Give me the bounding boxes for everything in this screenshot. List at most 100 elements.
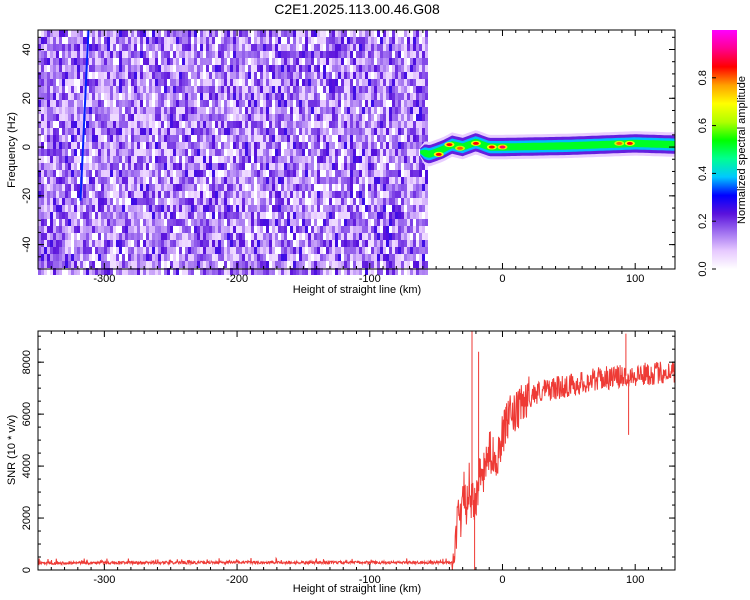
spectrogram-cell: [374, 44, 377, 51]
spectrogram-cell: [290, 240, 293, 247]
spectrogram-cell: [296, 72, 299, 79]
spectrogram-cell: [104, 128, 107, 135]
spectrogram-cell: [83, 86, 86, 93]
spectrogram-cell: [398, 212, 401, 219]
spectrogram-cell: [47, 79, 50, 86]
spectrogram-cell: [209, 163, 212, 170]
spectrogram-cell: [95, 156, 98, 163]
spectrogram-cell: [95, 100, 98, 107]
spectrogram-cell: [371, 142, 374, 149]
spectrogram-cell: [56, 212, 59, 219]
spectrogram-cell: [227, 184, 230, 191]
spectrogram-cell: [305, 107, 308, 114]
spectrogram-cell: [182, 205, 185, 212]
spectrogram-cell: [398, 247, 401, 254]
spectrogram-cell: [122, 184, 125, 191]
spectrogram-cell: [233, 121, 236, 128]
spectrogram-cell: [188, 184, 191, 191]
spectrogram-cell: [140, 156, 143, 163]
spectrogram-cell: [92, 163, 95, 170]
spectrogram-cell: [149, 170, 152, 177]
spectrogram-cell: [92, 268, 95, 275]
spectrogram-cell: [248, 254, 251, 261]
spectrogram-cell: [38, 44, 41, 51]
spectrogram-cell: [311, 170, 314, 177]
spectrogram-cell: [194, 184, 197, 191]
spectrogram-cell: [50, 44, 53, 51]
spectrogram-cell: [41, 261, 44, 268]
spectrogram-cell: [416, 37, 419, 44]
spectrogram-cell: [146, 226, 149, 233]
spectrogram-cell: [137, 198, 140, 205]
spectrogram-cell: [371, 128, 374, 135]
spectrogram-cell: [371, 261, 374, 268]
spectrogram-cell: [272, 93, 275, 100]
spectrogram-cell: [86, 72, 89, 79]
spectrogram-cell: [167, 135, 170, 142]
spectrogram-cell: [362, 149, 365, 156]
spectrogram-cell: [71, 86, 74, 93]
spectrogram-cell: [110, 58, 113, 65]
spectrogram-cell: [371, 44, 374, 51]
spectrogram-cell: [251, 142, 254, 149]
spectrogram-cell: [155, 177, 158, 184]
spectrogram-cell: [242, 51, 245, 58]
spectrogram-cell: [134, 93, 137, 100]
spectrogram-cell: [284, 79, 287, 86]
spectrogram-cell: [377, 219, 380, 226]
spectrogram-cell: [374, 226, 377, 233]
spectrogram-cell: [161, 254, 164, 261]
spectrogram-cell: [131, 86, 134, 93]
spectrogram-cell: [98, 93, 101, 100]
spectrogram-cell: [317, 240, 320, 247]
spectrogram-cell: [293, 37, 296, 44]
spectrogram-cell: [275, 51, 278, 58]
spectrogram-cell: [413, 100, 416, 107]
spectrogram-cell: [278, 72, 281, 79]
spectrogram-cell: [212, 114, 215, 121]
spectrogram-cell: [125, 205, 128, 212]
spectrogram-cell: [116, 72, 119, 79]
spectrogram-cell: [350, 93, 353, 100]
spectrogram-cell: [194, 205, 197, 212]
spectrogram-cell: [188, 79, 191, 86]
spectrogram-cell: [86, 128, 89, 135]
spectrogram-cell: [395, 149, 398, 156]
x-tick-label: -100: [359, 273, 381, 285]
spectrogram-cell: [254, 212, 257, 219]
spectrogram-cell: [413, 254, 416, 261]
spectrogram-cell: [218, 51, 221, 58]
spectrogram-cell: [56, 240, 59, 247]
spectrogram-cell: [314, 51, 317, 58]
spectrogram-cell: [353, 72, 356, 79]
spectrogram-cell: [257, 114, 260, 121]
spectrogram-cell: [167, 149, 170, 156]
spectrogram-cell: [272, 219, 275, 226]
spectrogram-cell: [218, 191, 221, 198]
spectrogram-cell: [158, 163, 161, 170]
spectrogram-cell: [125, 30, 128, 37]
spectrogram-cell: [254, 261, 257, 268]
spectrogram-cell: [224, 114, 227, 121]
spectrogram-cell: [62, 58, 65, 65]
spectrogram-cell: [89, 142, 92, 149]
spectrogram-cell: [332, 93, 335, 100]
spectrogram-cell: [173, 149, 176, 156]
spectrogram-cell: [401, 205, 404, 212]
spectrogram-cell: [62, 79, 65, 86]
spectrogram-cell: [359, 261, 362, 268]
spectrogram-cell: [338, 86, 341, 93]
spectrogram-cell: [221, 212, 224, 219]
spectrogram-cell: [128, 58, 131, 65]
spectrogram-cell: [146, 135, 149, 142]
spectrogram-cell: [347, 37, 350, 44]
spectrogram-cell: [179, 128, 182, 135]
spectrogram-cell: [386, 191, 389, 198]
spectrogram-cell: [251, 191, 254, 198]
spectrogram-cell: [257, 219, 260, 226]
spectrogram-cell: [119, 156, 122, 163]
spectrogram-cell: [101, 205, 104, 212]
spectrogram-cell: [233, 219, 236, 226]
spectrogram-cell: [239, 93, 242, 100]
spectrogram-cell: [233, 233, 236, 240]
